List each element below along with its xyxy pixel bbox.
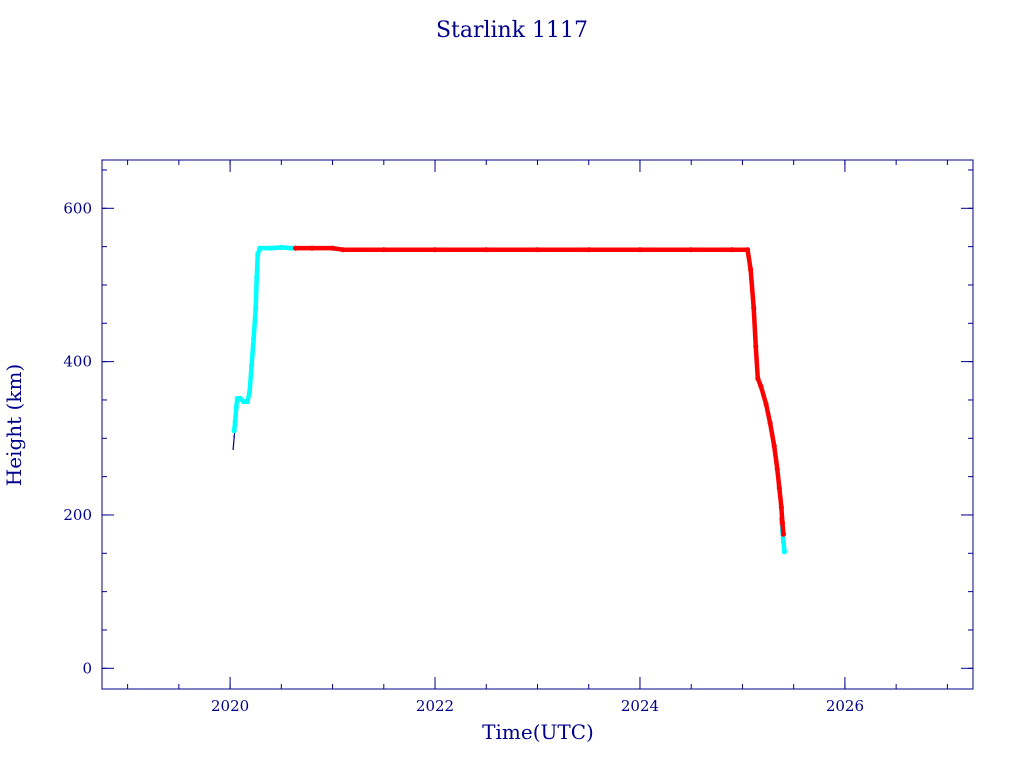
- series-segment: [251, 305, 258, 341]
- series-segment: [745, 247, 753, 272]
- x-tick-label: 2022: [416, 697, 454, 715]
- x-axis-label: Time(UTC): [482, 720, 594, 744]
- series-segment: [247, 363, 254, 395]
- series-segment: [753, 344, 761, 381]
- series-segment: [249, 336, 256, 368]
- series-segment: [232, 436, 235, 450]
- series-segment: [777, 485, 784, 510]
- chart-title: Starlink 1117: [436, 18, 588, 43]
- series-segment: [767, 420, 777, 449]
- series-segment: [771, 443, 780, 472]
- data-point: [781, 549, 788, 555]
- series-segment: [775, 466, 782, 491]
- x-tick-label: 2024: [621, 697, 659, 715]
- series-segment: [758, 383, 769, 407]
- series-segment: [748, 267, 756, 311]
- data-point: [780, 531, 787, 537]
- series-segment: [751, 305, 759, 349]
- y-tick-label: 200: [63, 506, 92, 524]
- series-segment: [763, 401, 773, 426]
- series-group: [293, 245, 787, 537]
- x-tick-label: 2026: [826, 697, 864, 715]
- y-tick-label: 0: [82, 659, 92, 677]
- axis-ticks: 2020 2022 2024 2026 0 200 400 600: [63, 160, 973, 715]
- series-group: [231, 244, 788, 555]
- y-tick-label: 600: [63, 199, 92, 217]
- series-segment: [253, 275, 259, 311]
- series-segment: [254, 252, 261, 280]
- data-series: [231, 244, 788, 555]
- x-tick-label: 2020: [211, 697, 249, 715]
- y-axis-label: Height (km): [2, 364, 26, 486]
- y-tick-label: 400: [63, 353, 92, 371]
